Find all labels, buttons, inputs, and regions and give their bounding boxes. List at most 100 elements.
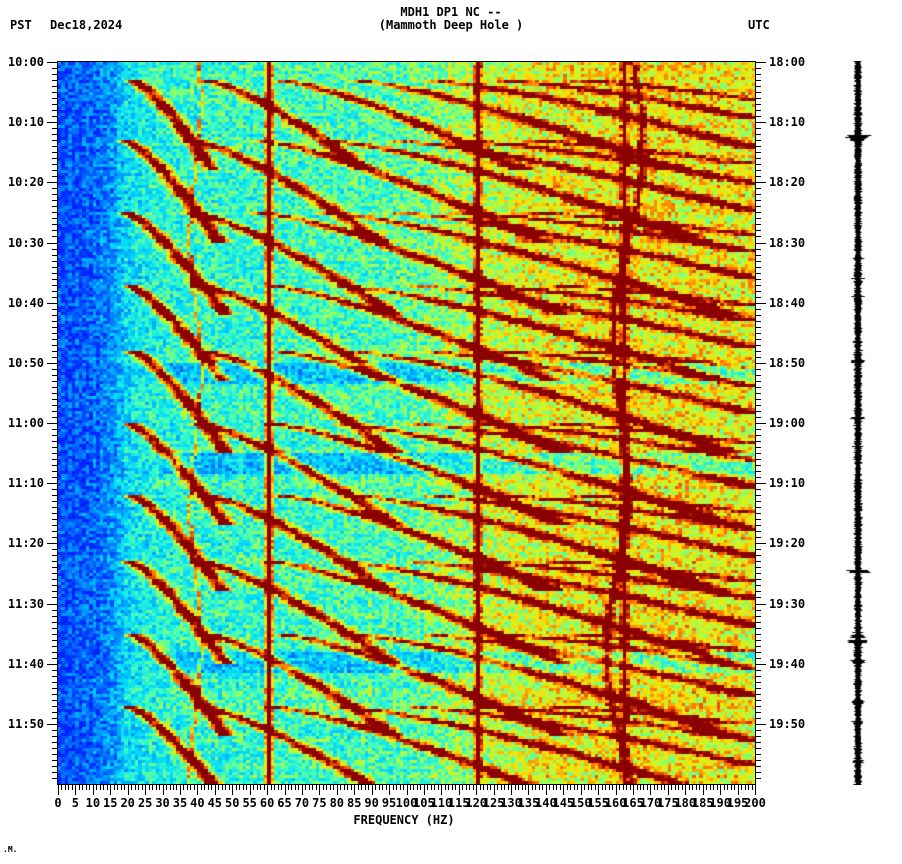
freq-tick-major — [545, 784, 547, 795]
freq-tick-label: 200 — [744, 796, 766, 810]
axis-tick-label: 11:20 — [7, 536, 44, 551]
axis-tick-major — [755, 423, 766, 424]
axis-tick-major — [755, 62, 766, 63]
freq-tick-label: 140 — [535, 796, 557, 810]
axis-tick-label: 11:10 — [7, 476, 44, 491]
axis-tick-major — [755, 483, 766, 485]
freq-tick-label: 75 — [312, 796, 327, 810]
axis-tick-major — [755, 663, 766, 665]
freq-tick-major — [92, 784, 94, 795]
freq-tick-major — [563, 784, 565, 795]
freq-tick-major — [633, 784, 635, 795]
freq-tick-major — [267, 784, 269, 795]
freq-tick-label: 20 — [120, 796, 135, 810]
freq-tick-major — [319, 784, 321, 795]
seismogram-trace — [836, 61, 880, 785]
axis-tick-label: 10:00 — [7, 55, 44, 69]
freq-tick-label: 10 — [85, 796, 101, 810]
axis-tick-major — [755, 723, 766, 725]
freq-tick-label: 35 — [172, 796, 188, 810]
axis-tick-major — [755, 182, 766, 184]
freq-tick-label: 55 — [242, 796, 257, 810]
freq-tick-major — [389, 784, 391, 795]
freq-tick-label: 25 — [137, 796, 153, 810]
axis-tick-label: 10:40 — [7, 295, 44, 310]
freq-tick-label: 195 — [726, 796, 749, 810]
freq-tick-major — [511, 784, 513, 795]
freq-tick-label: 80 — [329, 796, 345, 810]
freq-tick-label: 0 — [54, 796, 62, 810]
freq-tick-label: 105 — [413, 796, 435, 810]
freq-tick-major — [755, 784, 756, 795]
freq-tick-label: 15 — [103, 796, 118, 810]
freq-tick-major — [127, 784, 129, 795]
axis-tick-major — [755, 543, 766, 545]
spectrogram-image — [58, 62, 755, 784]
freq-tick-major — [336, 784, 338, 795]
spectrogram-plot[interactable] — [57, 61, 756, 785]
axis-tick-label: 10:10 — [7, 115, 44, 130]
freq-tick-label: 155 — [587, 796, 610, 810]
axis-tick-major — [755, 603, 766, 605]
freq-tick-major — [214, 784, 216, 795]
freq-tick-major — [441, 784, 443, 795]
frequency-axis-title: FREQUENCY (HZ) — [353, 813, 455, 827]
axis-tick-label: 11:30 — [7, 596, 44, 611]
freq-tick-major — [615, 784, 617, 795]
station-subtitle: (Mammoth Deep Hole ) — [378, 18, 524, 32]
freq-tick-label: 120 — [465, 796, 488, 810]
freq-tick-label: 5 — [71, 796, 80, 810]
freq-tick-major — [737, 784, 739, 795]
freq-tick-major — [580, 784, 582, 795]
freq-tick-label: 100 — [395, 796, 418, 810]
freq-tick-label: 185 — [691, 796, 714, 810]
axis-tick-label: 11:50 — [7, 716, 44, 731]
freq-tick-major — [476, 784, 478, 795]
freq-tick-label: 30 — [155, 796, 170, 810]
freq-tick-label: 95 — [381, 796, 397, 810]
freq-tick-major — [284, 784, 286, 795]
axis-tick-label: 11:00 — [7, 416, 44, 430]
freq-tick-label: 165 — [622, 796, 644, 810]
freq-tick-label: 60 — [259, 796, 275, 810]
freq-tick-major — [232, 784, 234, 795]
freq-tick-label: 50 — [225, 796, 240, 810]
freq-tick-major — [685, 784, 687, 795]
freq-tick-label: 85 — [346, 796, 362, 810]
freq-tick-label: 135 — [517, 796, 540, 810]
freq-tick-major — [110, 784, 112, 795]
axis-tick-label: 10:20 — [7, 175, 44, 190]
freq-tick-major — [75, 784, 77, 795]
freq-tick-major — [720, 784, 722, 795]
freq-tick-label: 150 — [569, 796, 592, 810]
freq-tick-major — [145, 784, 147, 795]
station-title: MDH1 DP1 NC -- — [400, 5, 502, 19]
freq-tick-major — [598, 784, 600, 795]
freq-tick-label: 175 — [657, 796, 679, 810]
freq-tick-label: 190 — [709, 796, 731, 810]
freq-tick-major — [650, 784, 652, 795]
freq-tick-label: 70 — [294, 796, 310, 810]
freq-tick-label: 160 — [604, 796, 627, 810]
timezone-label-right: UTC — [748, 18, 770, 32]
axis-tick-major — [755, 242, 766, 244]
seismogram-image — [836, 61, 880, 785]
freq-tick-label: 170 — [639, 796, 662, 810]
freq-tick-major — [354, 784, 356, 795]
freq-tick-label: 65 — [277, 796, 292, 810]
freq-tick-label: 130 — [500, 796, 522, 810]
freq-tick-label: 45 — [207, 796, 223, 810]
freq-tick-major — [179, 784, 181, 795]
axis-tick-label: 10:30 — [7, 235, 44, 250]
freq-tick-label: 115 — [447, 796, 470, 810]
axis-tick-major — [755, 122, 766, 124]
freq-tick-major — [458, 784, 460, 795]
freq-tick-label: 145 — [552, 796, 575, 810]
axis-tick-major — [755, 362, 766, 364]
freq-tick-major — [493, 784, 495, 795]
freq-tick-major — [162, 784, 164, 795]
freq-tick-major — [371, 784, 373, 795]
freq-tick-major — [249, 784, 251, 795]
freq-tick-label: 180 — [674, 796, 697, 810]
freq-tick-major — [702, 784, 704, 795]
